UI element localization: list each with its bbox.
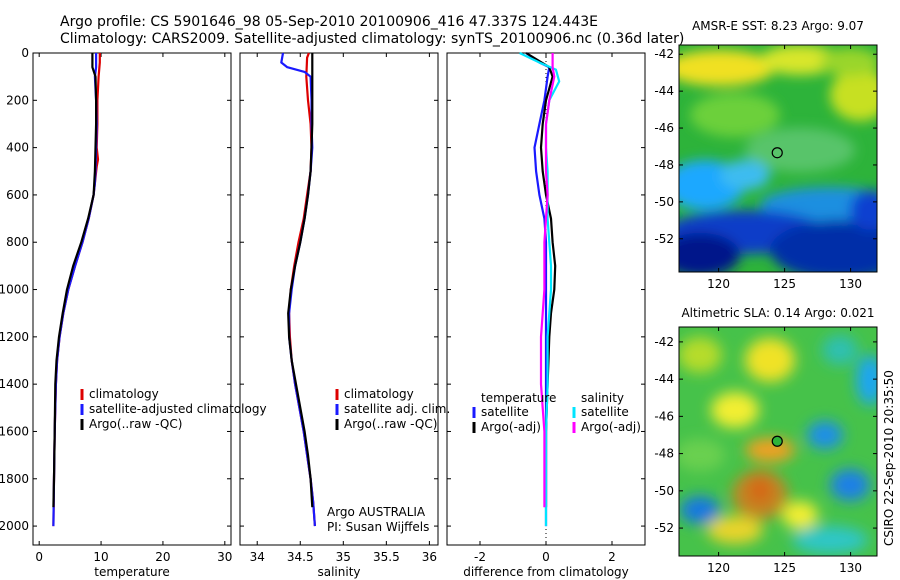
series-line-argo-raw-qc-: [52, 53, 98, 508]
sla-map-title: Altimetric SLA: 0.14 Argo: 0.021: [681, 306, 874, 320]
y-tick-label: 200: [6, 93, 29, 107]
y-tick-label: 1000: [0, 283, 29, 297]
x-tick-label: 10: [93, 550, 108, 564]
map-y-tick-label: -44: [654, 372, 674, 386]
map-y-tick-label: -48: [654, 158, 674, 172]
sst-map: AMSR-E SST: 8.23 Argo: 9.07: [654, 19, 878, 291]
map-x-tick-label: 125: [773, 277, 796, 291]
series-line-climatology: [52, 53, 101, 527]
sst-heatmap-field: [679, 45, 877, 272]
salinity-x-axis-label: salinity: [317, 565, 360, 579]
x-tick-label: -2: [474, 550, 486, 564]
salinity-plot: 34 34.5 35 35.5 36 salinity climatologysatelli…: [239, 52, 450, 579]
argo-float-marker: [771, 435, 783, 447]
legend-entry: climatology: [89, 387, 159, 401]
map-y-tick-label: -46: [654, 121, 674, 135]
legend-entry: climatology: [344, 387, 414, 401]
y-tick-label: 2000: [0, 519, 29, 533]
map-y-tick-label: -42: [654, 335, 674, 349]
legend-entry: satellite-adjusted climatology: [89, 402, 267, 416]
map-y-tick-label: -42: [654, 47, 674, 61]
map-y-tick-label: -50: [654, 484, 674, 498]
footer-vertical-timestamp: CSIRO 22-Sep-2010 20:35:50: [882, 370, 896, 546]
series-line-temperature-satellite: [525, 52, 551, 527]
series-line-salinity-satellite: [519, 52, 561, 527]
y-tick-label: 1600: [0, 424, 29, 438]
x-tick-label: 34: [250, 550, 265, 564]
legend-entry: satellite adj. clim.: [344, 402, 450, 416]
temperature-x-axis-label: temperature: [94, 565, 169, 579]
legend-entry: Argo(..raw -QC): [344, 417, 437, 431]
x-tick-label: 35: [336, 550, 351, 564]
x-tick-label: 36: [422, 550, 437, 564]
x-tick-label: 2: [608, 550, 616, 564]
map-y-tick-label: -52: [654, 521, 674, 535]
legend-entry: Argo(..raw -QC): [89, 417, 182, 431]
y-tick-label: 800: [6, 235, 29, 249]
header-line-1: Argo profile: CS 5901646_98 05-Sep-2010 …: [60, 14, 598, 30]
y-tick-label: 0: [21, 46, 29, 60]
map-y-tick-label: -46: [654, 409, 674, 423]
series-line-satellite-adjusted-climatology: [52, 53, 98, 527]
legend-entry: satellite: [481, 405, 529, 419]
y-tick-label: 400: [6, 141, 29, 155]
difference-x-axis-label: difference from climatology: [463, 565, 629, 579]
map-y-tick-label: -44: [654, 84, 674, 98]
x-tick-label: 0: [35, 550, 43, 564]
series-line-salinity-argo-adj-: [539, 53, 556, 508]
plot-annotation: PI: Susan Wijffels: [327, 520, 429, 534]
x-tick-label: 20: [155, 550, 170, 564]
map-y-tick-label: -48: [654, 447, 674, 461]
legend-entry: Argo(-adj): [481, 420, 541, 434]
legend-group-title: salinity: [581, 391, 624, 405]
legend-entry: Argo(-adj): [581, 420, 641, 434]
map-y-tick-label: -52: [654, 232, 674, 246]
map-y-tick-label: -50: [654, 195, 674, 209]
sla-heatmap-field: [679, 327, 877, 556]
legend-group-title: temperature: [481, 391, 556, 405]
x-tick-label: 35.5: [373, 550, 400, 564]
series-line-argo-raw-qc-: [287, 53, 314, 508]
y-tick-label: 600: [6, 188, 29, 202]
argo-float-marker: [771, 147, 783, 159]
map-x-tick-label: 130: [839, 561, 862, 575]
x-tick-label: 0: [542, 550, 550, 564]
header-line-2: Climatology: CARS2009. Satellite-adjuste…: [60, 31, 684, 47]
temperature-plot: 0 10 20 30 0 200 400 600 800 1000 1200 1400 1600 1800…: [0, 46, 267, 579]
plot-annotation: Argo AUSTRALIA: [327, 505, 426, 519]
y-tick-label: 1800: [0, 472, 29, 486]
temperature-axes-frame: [32, 52, 232, 546]
salinity-axes-frame: [239, 52, 439, 546]
y-tick-label: 1200: [0, 330, 29, 344]
map-x-tick-label: 125: [773, 561, 796, 575]
sst-map-title: AMSR-E SST: 8.23 Argo: 9.07: [692, 19, 864, 33]
map-x-tick-label: 120: [707, 561, 730, 575]
x-tick-label: 30: [217, 550, 232, 564]
sla-map: Altimetric SLA: 0.14 Argo: 0.021: [654, 306, 878, 575]
map-x-tick-label: 120: [707, 277, 730, 291]
y-tick-label: 1400: [0, 377, 29, 391]
x-tick-label: 34.5: [287, 550, 314, 564]
legend-entry: satellite: [581, 405, 629, 419]
map-x-tick-label: 130: [839, 277, 862, 291]
